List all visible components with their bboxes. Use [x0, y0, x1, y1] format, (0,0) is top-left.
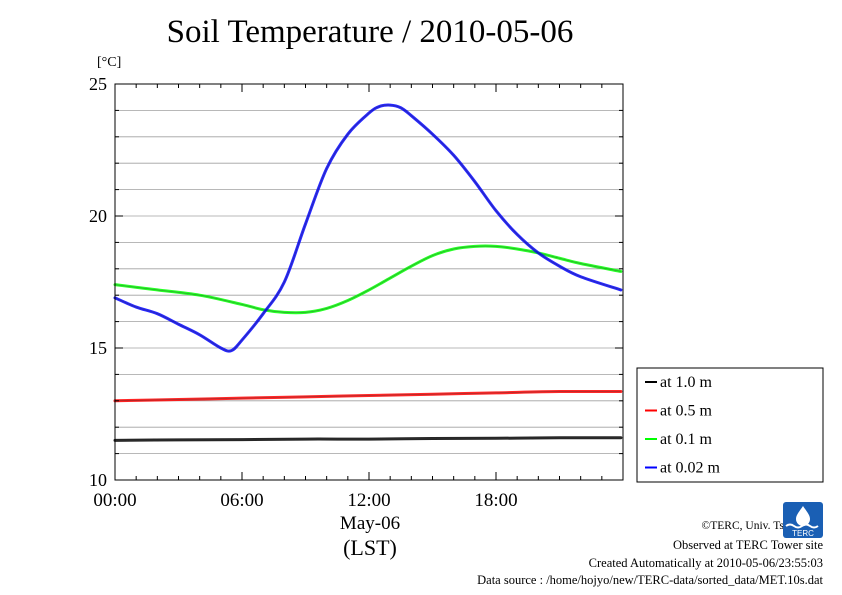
legend-label: at 1.0 m	[660, 374, 713, 391]
observed-text: Observed at TERC Tower site	[672, 538, 823, 552]
legend: at 1.0 m at 0.5 m at 0.1 m at 0.02 m	[636, 367, 824, 483]
legend-label: at 0.5 m	[660, 403, 713, 420]
series-line-at-0-02-m	[113, 103, 623, 353]
series-lines	[113, 103, 623, 442]
x-tick-label: 06:00	[220, 490, 263, 511]
series-line-at-0-02-m-edge	[114, 104, 621, 352]
y-tick-label: 15	[89, 338, 107, 358]
terc-logo: TERC	[783, 502, 823, 538]
x-tick-label: 18:00	[474, 490, 517, 511]
legend-label: at 0.02 m	[660, 460, 721, 477]
y-unit-label: [°C]	[97, 55, 122, 70]
data-source-text: Data source : /home/hojyo/new/TERC-data/…	[477, 573, 823, 587]
x-axis-label-group: May-06 (LST)	[300, 513, 440, 559]
y-tick-label: 25	[89, 74, 107, 94]
x-tick-label: 12:00	[347, 490, 390, 511]
x-timezone-label: (LST)	[343, 535, 397, 560]
plot-frame	[114, 83, 624, 481]
legend-label: at 0.1 m	[660, 431, 713, 448]
legend-box	[636, 367, 824, 483]
created-text: Created Automatically at 2010-05-06/23:5…	[588, 556, 823, 570]
axis-ticks: 10 15 20 25 00:00 06:00 12:00 18:00	[89, 74, 624, 511]
x-tick-label: 00:00	[93, 490, 136, 511]
chart-title: Soil Temperature / 2010-05-06	[166, 14, 574, 50]
series-line-at-1-0-m-edge	[114, 437, 621, 441]
grid	[115, 110, 623, 455]
y-tick-label: 10	[89, 470, 107, 490]
logo-text: TERC	[792, 529, 814, 538]
y-tick-label: 20	[89, 206, 107, 226]
x-date-label: May-06	[339, 513, 401, 534]
series-line-at-0-1-m-edge	[114, 245, 621, 314]
series-line-at-0-5-m-edge	[114, 391, 621, 402]
